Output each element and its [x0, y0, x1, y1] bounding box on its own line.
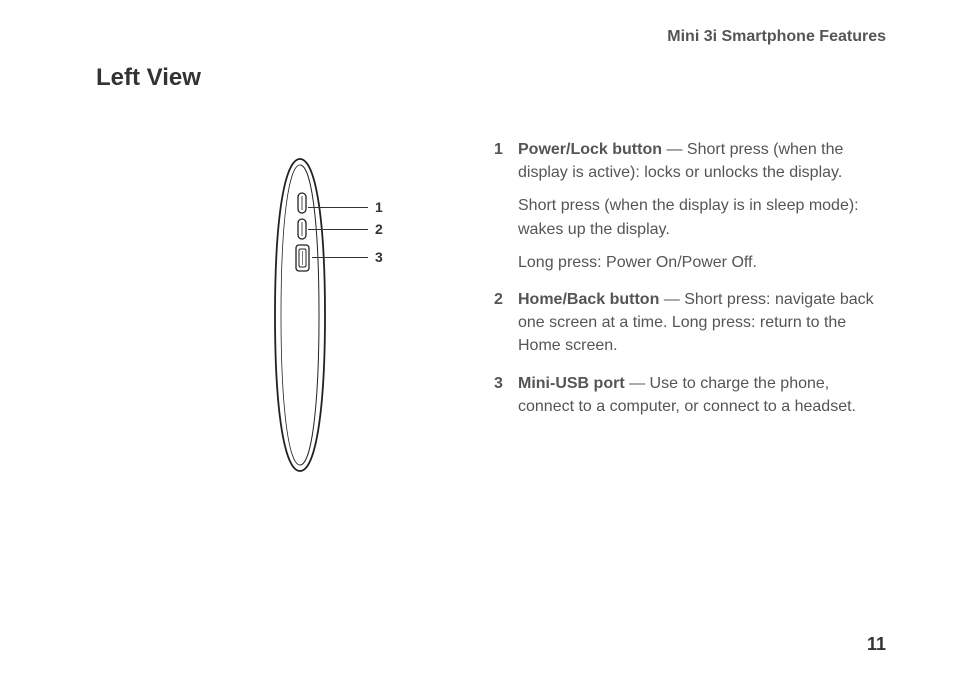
feature-term: Home/Back button: [518, 291, 659, 308]
feature-item-paragraph: Mini-USB port — Use to charge the phone,…: [518, 372, 886, 418]
page-number: 11: [867, 634, 886, 655]
running-header: Mini 3i Smartphone Features: [667, 28, 886, 46]
section-title: Left View: [96, 64, 201, 92]
feature-item-paragraph: Long press: Power On/Power Off.: [518, 251, 886, 274]
feature-item-paragraph: Home/Back button — Short press: navigate…: [518, 288, 886, 358]
feature-item-body: Mini-USB port — Use to charge the phone,…: [518, 372, 886, 418]
feature-item-paragraph: Power/Lock button — Short press (when th…: [518, 138, 886, 184]
feature-item-1: 1Power/Lock button — Short press (when t…: [494, 138, 886, 274]
callout-number-2: 2: [375, 221, 383, 237]
feature-description-list: 1Power/Lock button — Short press (when t…: [494, 138, 886, 432]
phone-side-illustration: [265, 155, 335, 475]
callout-line-1: [308, 207, 368, 208]
callout-line-2: [308, 229, 368, 230]
feature-item-body: Power/Lock button — Short press (when th…: [518, 138, 886, 274]
callout-number-1: 1: [375, 199, 383, 215]
feature-item-2: 2Home/Back button — Short press: navigat…: [494, 288, 886, 358]
callout-number-3: 3: [375, 249, 383, 265]
feature-item-number: 1: [494, 138, 518, 274]
feature-item-3: 3Mini-USB port — Use to charge the phone…: [494, 372, 886, 418]
feature-item-body: Home/Back button — Short press: navigate…: [518, 288, 886, 358]
feature-item-number: 2: [494, 288, 518, 358]
feature-term: Mini-USB port: [518, 375, 625, 392]
feature-item-number: 3: [494, 372, 518, 418]
left-view-diagram: 1 2 3: [225, 155, 395, 475]
feature-term: Power/Lock button: [518, 141, 662, 158]
callout-line-3: [312, 257, 368, 258]
feature-item-paragraph: Short press (when the display is in slee…: [518, 194, 886, 240]
